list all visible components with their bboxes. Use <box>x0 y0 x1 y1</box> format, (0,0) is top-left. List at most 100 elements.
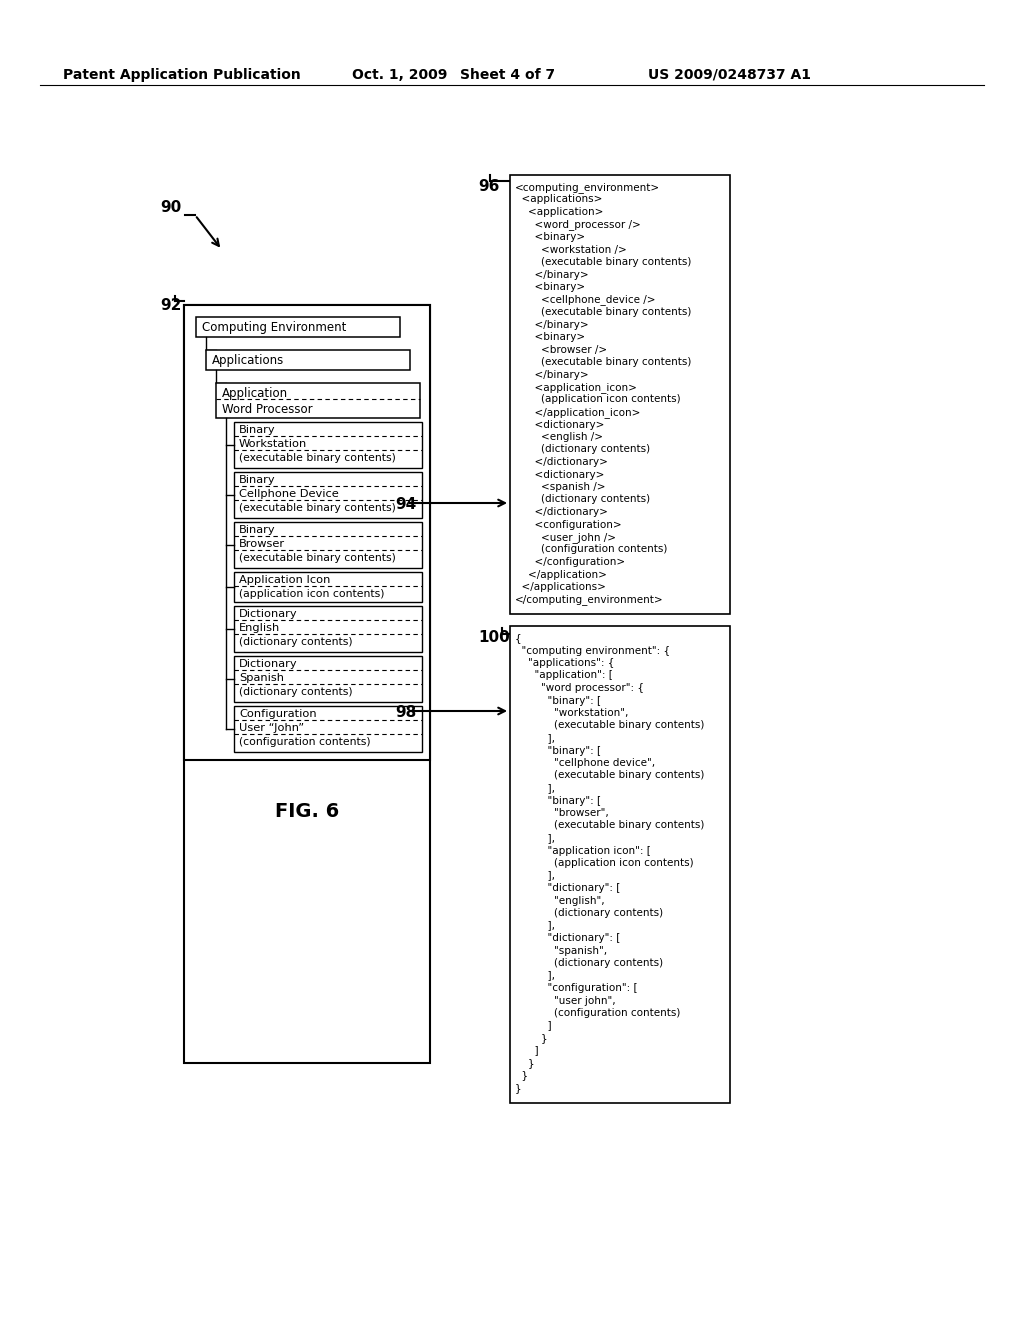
Bar <box>234 422 422 469</box>
Text: (executable binary contents): (executable binary contents) <box>239 453 396 463</box>
Text: "browser",: "browser", <box>515 808 608 818</box>
Text: "applications": {: "applications": { <box>515 657 614 668</box>
Text: (dictionary contents): (dictionary contents) <box>515 908 664 917</box>
Text: </binary>: </binary> <box>515 370 589 380</box>
Text: }: } <box>515 1034 548 1043</box>
Text: (configuration contents): (configuration contents) <box>515 1008 680 1018</box>
Bar <box>234 606 422 652</box>
Text: US 2009/0248737 A1: US 2009/0248737 A1 <box>648 69 811 82</box>
Text: "word processor": {: "word processor": { <box>515 682 644 693</box>
Text: (executable binary contents): (executable binary contents) <box>515 771 705 780</box>
Text: (configuration contents): (configuration contents) <box>239 737 371 747</box>
Text: (configuration contents): (configuration contents) <box>515 544 668 554</box>
Bar <box>510 176 730 614</box>
Text: <spanish />: <spanish /> <box>515 482 605 492</box>
Text: (executable binary contents): (executable binary contents) <box>515 308 691 317</box>
Text: Spanish: Spanish <box>239 673 284 682</box>
Text: Binary: Binary <box>239 425 275 436</box>
Text: Binary: Binary <box>239 475 275 484</box>
Text: "user john",: "user john", <box>515 995 615 1006</box>
Text: (application icon contents): (application icon contents) <box>515 395 681 404</box>
Text: <user_john />: <user_john /> <box>515 532 616 543</box>
Text: </configuration>: </configuration> <box>515 557 625 568</box>
Text: Application: Application <box>222 387 288 400</box>
Bar <box>184 305 430 1063</box>
Text: Oct. 1, 2009: Oct. 1, 2009 <box>352 69 447 82</box>
Text: (executable binary contents): (executable binary contents) <box>239 503 396 513</box>
Text: Sheet 4 of 7: Sheet 4 of 7 <box>460 69 555 82</box>
Text: (executable binary contents): (executable binary contents) <box>515 821 705 830</box>
Text: "binary": [: "binary": [ <box>515 696 601 705</box>
Text: </application>: </application> <box>515 569 607 579</box>
Text: Application Icon: Application Icon <box>239 576 331 585</box>
Text: "computing environment": {: "computing environment": { <box>515 645 670 656</box>
Bar <box>234 473 422 517</box>
Text: ]: ] <box>515 1020 552 1031</box>
Text: FIG. 6: FIG. 6 <box>274 803 339 821</box>
Text: (executable binary contents): (executable binary contents) <box>515 356 691 367</box>
Text: {: { <box>515 634 521 643</box>
Text: </dictionary>: </dictionary> <box>515 457 608 467</box>
Bar <box>196 317 400 337</box>
Text: ],: ], <box>515 833 555 843</box>
Text: <binary>: <binary> <box>515 333 585 342</box>
Text: Workstation: Workstation <box>239 440 307 449</box>
Text: "english",: "english", <box>515 895 604 906</box>
Text: (executable binary contents): (executable binary contents) <box>239 553 396 564</box>
Text: </computing_environment>: </computing_environment> <box>515 594 664 606</box>
Bar <box>234 521 422 568</box>
Text: "dictionary": [: "dictionary": [ <box>515 883 621 894</box>
Text: <cellphone_device />: <cellphone_device /> <box>515 294 655 305</box>
Text: </application_icon>: </application_icon> <box>515 407 640 418</box>
Text: Browser: Browser <box>239 539 285 549</box>
Text: (dictionary contents): (dictionary contents) <box>515 958 664 968</box>
Text: </binary>: </binary> <box>515 269 589 280</box>
Text: "configuration": [: "configuration": [ <box>515 983 638 993</box>
Bar <box>234 572 422 602</box>
Text: "binary": [: "binary": [ <box>515 796 601 805</box>
Bar <box>206 350 410 370</box>
Text: (dictionary contents): (dictionary contents) <box>239 686 352 697</box>
Text: "application icon": [: "application icon": [ <box>515 846 651 855</box>
Text: </dictionary>: </dictionary> <box>515 507 608 517</box>
Bar <box>234 656 422 702</box>
Text: 98: 98 <box>395 705 416 719</box>
Text: (application icon contents): (application icon contents) <box>515 858 693 869</box>
Text: ]: ] <box>515 1045 539 1056</box>
Text: (dictionary contents): (dictionary contents) <box>515 495 650 504</box>
Text: }: } <box>515 1082 521 1093</box>
Text: (application icon contents): (application icon contents) <box>239 589 384 599</box>
Text: Computing Environment: Computing Environment <box>202 321 346 334</box>
Text: <word_processor />: <word_processor /> <box>515 219 641 231</box>
Text: 92: 92 <box>160 298 181 313</box>
Text: Dictionary: Dictionary <box>239 609 298 619</box>
Text: 90: 90 <box>160 201 181 215</box>
Bar <box>216 383 420 418</box>
Text: <applications>: <applications> <box>515 194 602 205</box>
Text: }: } <box>515 1059 535 1068</box>
Text: <application_icon>: <application_icon> <box>515 381 637 393</box>
Text: 94: 94 <box>395 498 416 512</box>
Bar <box>184 305 430 760</box>
Text: ],: ], <box>515 920 555 931</box>
Text: "dictionary": [: "dictionary": [ <box>515 933 621 942</box>
Text: Dictionary: Dictionary <box>239 659 298 669</box>
Text: English: English <box>239 623 281 634</box>
Text: 96: 96 <box>478 180 500 194</box>
Text: "spanish",: "spanish", <box>515 945 607 956</box>
Text: <configuration>: <configuration> <box>515 520 622 529</box>
Text: (executable binary contents): (executable binary contents) <box>515 257 691 267</box>
Text: Configuration: Configuration <box>239 709 316 719</box>
Text: Patent Application Publication: Patent Application Publication <box>63 69 301 82</box>
Bar <box>234 706 422 752</box>
Text: <english />: <english /> <box>515 432 603 442</box>
Text: <browser />: <browser /> <box>515 345 607 355</box>
Text: 100: 100 <box>478 630 510 645</box>
Text: (dictionary contents): (dictionary contents) <box>515 445 650 454</box>
Text: <binary>: <binary> <box>515 232 585 242</box>
Text: <binary>: <binary> <box>515 282 585 292</box>
Text: ],: ], <box>515 783 555 793</box>
Text: <application>: <application> <box>515 207 603 216</box>
Text: Cellphone Device: Cellphone Device <box>239 488 339 499</box>
Text: <workstation />: <workstation /> <box>515 244 627 255</box>
